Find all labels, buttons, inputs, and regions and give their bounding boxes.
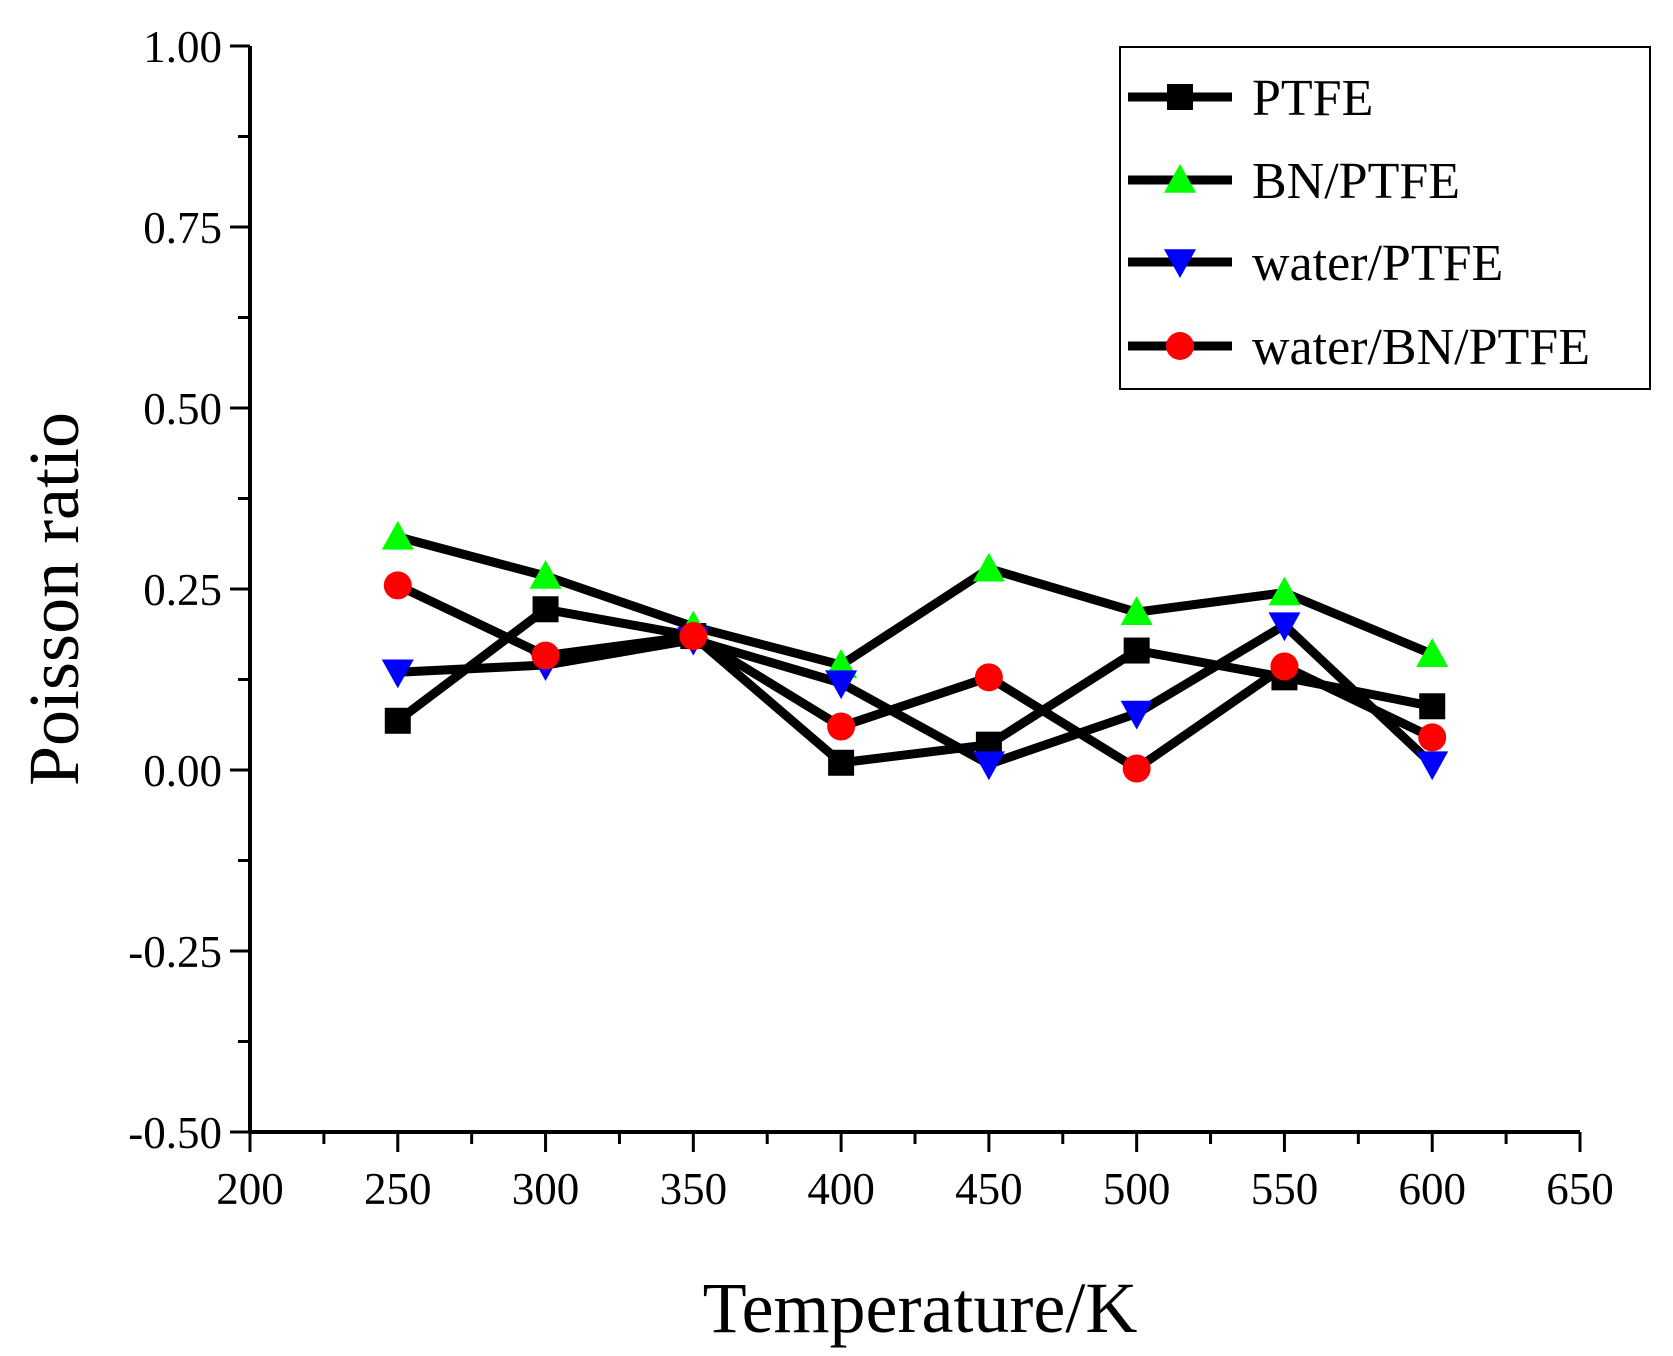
- data-point: [381, 520, 414, 550]
- data-point: [1270, 652, 1299, 681]
- y-tick-label: 0.50: [143, 384, 222, 434]
- data-point: [384, 707, 411, 734]
- legend-marker: [1164, 249, 1196, 278]
- data-point: [381, 659, 414, 689]
- data-point: [972, 751, 1005, 781]
- data-point: [1418, 723, 1447, 752]
- legend-item: BN/PTFE: [1128, 153, 1460, 210]
- data-point: [383, 571, 412, 600]
- series-water-bn-ptfe: [383, 571, 1447, 783]
- data-point: [1268, 576, 1301, 606]
- x-tick-label: 250: [364, 1164, 432, 1214]
- data-point: [1416, 638, 1449, 667]
- data-point: [974, 663, 1003, 692]
- x-tick-label: 600: [1398, 1164, 1466, 1214]
- data-point: [679, 622, 708, 651]
- legend-marker: [1167, 84, 1193, 110]
- legend-item: water/PTFE: [1128, 235, 1503, 292]
- legend-marker: [1164, 164, 1196, 193]
- x-tick-label: 350: [660, 1164, 728, 1214]
- legend-label: BN/PTFE: [1252, 153, 1460, 210]
- series-layer: [381, 520, 1449, 783]
- data-point: [1268, 612, 1301, 642]
- x-tick-label: 400: [807, 1164, 875, 1214]
- data-point: [531, 641, 560, 670]
- data-point: [1419, 693, 1446, 720]
- legend-label: water/PTFE: [1252, 235, 1503, 292]
- series-line: [395, 581, 1435, 774]
- legend: PTFE BN/PTFE water/PTFE water/BN/PTFE: [1119, 46, 1651, 390]
- x-tick-label: 550: [1251, 1164, 1319, 1214]
- y-tick-label: 0.00: [143, 746, 222, 796]
- x-axis-title: Temperature/K: [703, 1268, 1138, 1348]
- axes: 200 250 300 350 400 450 500 550 600 650 -0.50 -0.25…: [128, 22, 1614, 1214]
- legend-item: PTFE: [1128, 70, 1373, 127]
- y-tick-label: -0.50: [128, 1108, 222, 1158]
- data-point: [972, 552, 1005, 582]
- y-tick-label: 0.75: [143, 203, 222, 253]
- data-point: [532, 596, 559, 623]
- y-tick-label: -0.25: [128, 927, 222, 977]
- legend-label: water/BN/PTFE: [1252, 319, 1590, 376]
- data-point: [1120, 596, 1153, 625]
- data-point: [1416, 751, 1449, 781]
- y-axis-title: Poisson ratio: [14, 412, 94, 786]
- x-tick-label: 650: [1546, 1164, 1614, 1214]
- data-point: [1123, 637, 1150, 664]
- series-line: [396, 532, 1434, 670]
- series-line: [397, 620, 1436, 769]
- x-tick-label: 450: [955, 1164, 1023, 1214]
- y-tick-label: 1.00: [143, 22, 222, 72]
- x-tick-label: 200: [216, 1164, 284, 1214]
- data-point: [1120, 700, 1153, 730]
- x-tick-label: 500: [1103, 1164, 1171, 1214]
- series-bn-ptfe: [381, 520, 1449, 678]
- series-line: [395, 604, 1434, 768]
- x-tick-label: 300: [512, 1164, 580, 1214]
- data-point: [828, 749, 855, 776]
- legend-item: water/BN/PTFE: [1128, 319, 1590, 376]
- legend-marker: [1166, 332, 1194, 360]
- y-tick-label: 0.25: [143, 565, 222, 615]
- data-point: [825, 670, 858, 700]
- data-point: [529, 559, 562, 589]
- legend-box: [1119, 46, 1651, 390]
- legend-label: PTFE: [1252, 70, 1373, 127]
- data-point: [827, 712, 856, 741]
- data-point: [1122, 754, 1151, 783]
